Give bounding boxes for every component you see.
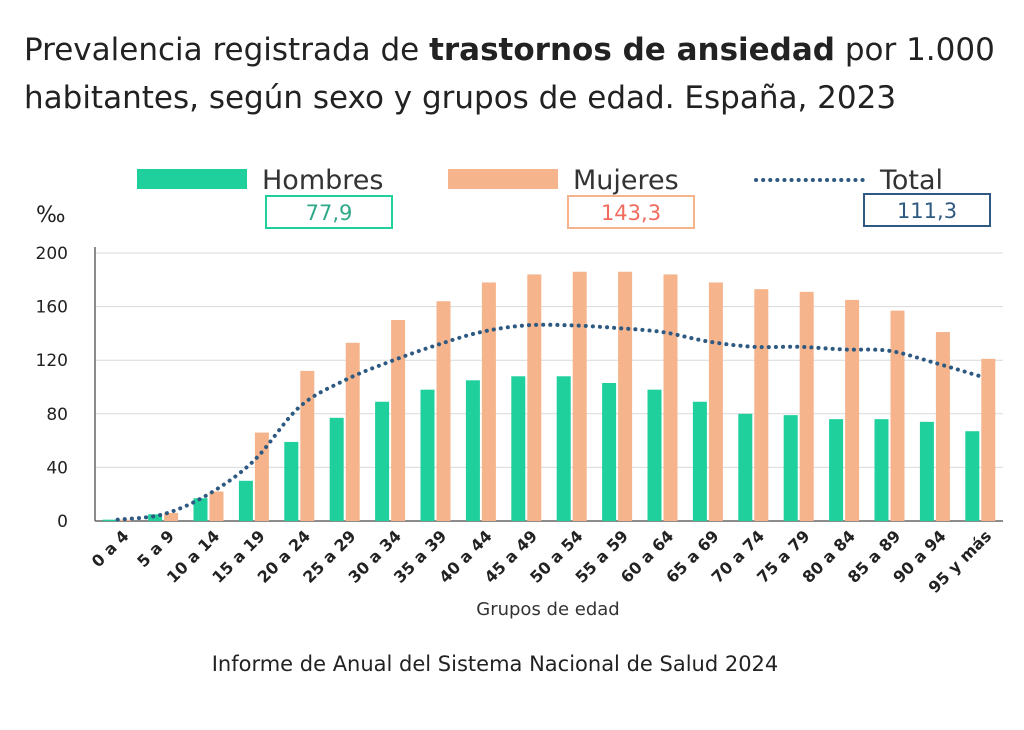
title-text-2: por 1.000 habitantes, según sexo y grupo… <box>24 32 995 116</box>
bar-hombres <box>148 514 163 521</box>
legend-value-hombres: 77,9 <box>306 201 353 225</box>
legend-box-mujeres <box>567 195 695 229</box>
legend-swatch-hombres <box>137 169 247 189</box>
bar-hombres <box>783 415 798 521</box>
legend: Hombres 77,9 Mujeres 143,3 Total 111,3 <box>137 165 991 229</box>
legend-label-total: Total <box>879 165 943 196</box>
line-total <box>115 322 983 522</box>
bar-mujeres <box>708 282 723 521</box>
bar-mujeres <box>345 342 360 521</box>
bar-hombres <box>465 380 480 521</box>
bar-hombres <box>420 389 435 521</box>
bar-mujeres <box>254 432 269 521</box>
bar-mujeres <box>935 332 950 521</box>
bar-mujeres <box>391 320 406 521</box>
bar-mujeres <box>845 299 860 521</box>
bar-mujeres <box>209 491 224 521</box>
bar-mujeres <box>300 370 315 521</box>
bar-hombres <box>602 382 617 521</box>
bar-hombres <box>829 419 844 521</box>
legend-box-total <box>863 193 991 227</box>
bar-mujeres <box>481 282 496 521</box>
y-tick-label: 120 <box>36 351 68 371</box>
total-line <box>115 322 983 522</box>
bar-hombres <box>919 421 934 521</box>
bar-mujeres <box>754 289 769 521</box>
bar-hombres <box>965 431 980 521</box>
chart-title: Prevalencia registrada de trastornos de … <box>24 26 1014 122</box>
legend-label-hombres: Hombres <box>262 165 383 196</box>
bar-hombres <box>511 376 526 521</box>
y-tick-label: 80 <box>46 405 68 425</box>
bar-mujeres <box>618 271 633 521</box>
legend-swatch-mujeres <box>448 169 558 189</box>
legend-label-mujeres: Mujeres <box>573 165 679 196</box>
bar-mujeres <box>981 358 996 521</box>
bar-hombres <box>375 401 390 521</box>
x-axis-title: Grupos de edad <box>476 599 619 620</box>
y-tick-label: 200 <box>36 244 68 264</box>
bar-hombres <box>874 419 889 521</box>
bar-hombres <box>692 401 707 521</box>
bar-hombres <box>193 498 208 521</box>
bar-mujeres <box>527 274 542 521</box>
y-tick-label: 40 <box>46 458 68 478</box>
source-note: Informe de Anual del Sistema Nacional de… <box>211 652 779 676</box>
gridlines <box>95 252 1003 468</box>
y-axis-unit: ‰ <box>36 203 66 228</box>
bars <box>102 271 996 521</box>
bar-hombres <box>102 519 117 521</box>
bar-hombres <box>284 441 299 521</box>
bar-hombres <box>647 389 662 521</box>
bar-mujeres <box>799 291 814 521</box>
bar-hombres <box>329 417 344 521</box>
x-tick-label: 0 a 4 <box>88 526 133 571</box>
title-text-bold: trastornos de ansiedad <box>429 32 835 68</box>
y-tick-label: 160 <box>36 298 68 318</box>
bar-hombres <box>556 376 571 521</box>
bar-mujeres <box>663 274 678 521</box>
legend-value-total: 111,3 <box>897 199 957 223</box>
bar-mujeres <box>436 301 451 521</box>
bar-hombres <box>238 480 253 521</box>
bar-mujeres <box>890 310 905 521</box>
bar-hombres <box>738 413 753 521</box>
bar-mujeres <box>572 271 587 521</box>
title-text-1: Prevalencia registrada de <box>24 32 430 68</box>
legend-box-hombres <box>265 195 393 229</box>
legend-value-mujeres: 143,3 <box>601 201 661 225</box>
bar-mujeres <box>164 512 179 521</box>
y-tick-label: 0 <box>57 512 68 532</box>
